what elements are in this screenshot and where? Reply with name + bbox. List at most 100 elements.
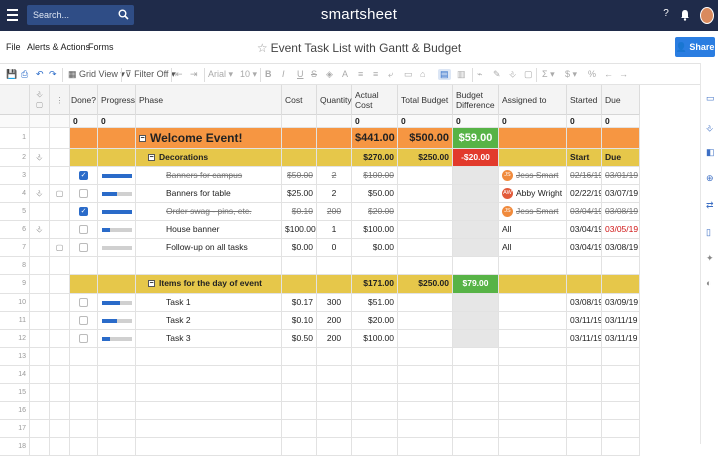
started-cell[interactable]: 03/04/19 (567, 203, 602, 221)
attachment-icon[interactable]: ⎀ (36, 189, 43, 198)
collapse-icon[interactable]: − (148, 154, 155, 162)
search-icon[interactable] (118, 9, 129, 20)
col-cost[interactable]: Cost (282, 85, 317, 115)
phase-cell[interactable]: Banners for campus (136, 167, 282, 185)
due-cell[interactable]: 03/11/19 (602, 330, 640, 348)
phase-cell[interactable]: Task 2 (136, 312, 282, 330)
phase-cell[interactable]: − Items for the day of event (136, 275, 282, 294)
assigned-cell[interactable]: AW Abby Wright (499, 185, 567, 203)
budget-difference-cell[interactable]: $59.00 (453, 128, 499, 149)
table-row[interactable]: 18 (0, 438, 640, 456)
align-center-icon[interactable]: ≡ (373, 69, 379, 79)
due-cell[interactable]: 03/07/19 (602, 185, 640, 203)
done-checkbox[interactable] (79, 316, 88, 326)
actual-cost-cell[interactable]: $51.00 (352, 294, 398, 312)
col-due[interactable]: Due (602, 85, 640, 115)
quantity-cell[interactable]: 2 (317, 167, 352, 185)
share-button[interactable]: 👤 Share (675, 37, 715, 57)
due-cell[interactable]: 03/11/19 (602, 312, 640, 330)
started-cell[interactable]: 03/11/19 (567, 330, 602, 348)
started-cell[interactable]: 03/08/19 (567, 294, 602, 312)
col-actual-cost[interactable]: Actual Cost (352, 85, 398, 115)
done-checkbox[interactable] (79, 189, 88, 199)
total-budget-cell[interactable]: $250.00 (398, 149, 453, 167)
proofs-icon[interactable]: ▯ (706, 227, 711, 237)
highlight-changes-icon[interactable]: ✎ (493, 69, 501, 79)
phase-cell[interactable]: Follow-up on all tasks (136, 239, 282, 257)
grid-view-dropdown[interactable]: ▦ Grid View ▾ (68, 69, 125, 79)
text-color-icon[interactable]: A (342, 69, 349, 79)
quantity-cell[interactable]: 2 (317, 185, 352, 203)
done-checkbox[interactable]: ✓ (79, 207, 88, 217)
quantity-cell[interactable]: 200 (317, 330, 352, 348)
phase-cell[interactable]: House banner (136, 221, 282, 239)
table-row[interactable]: 7 ▢ Follow-up on all tasks $0.00 0 $0.00… (0, 239, 640, 257)
table-row[interactable]: 10 Task 1 $0.17 300 $51.00 03/08/19 03/0… (0, 294, 640, 312)
conversations-icon[interactable]: ▭ (706, 93, 715, 103)
percent-button[interactable]: % (588, 69, 597, 79)
comment-icon[interactable]: ▢ (55, 243, 64, 252)
started-cell[interactable]: 03/04/19 (567, 239, 602, 257)
comment-icon[interactable]: ▢ (524, 69, 533, 79)
budget-difference-cell[interactable]: -$20.00 (453, 149, 499, 167)
quantity-cell[interactable]: 0 (317, 239, 352, 257)
attachment-icon[interactable]: ⎀ (36, 225, 43, 234)
align-left-icon[interactable]: ≡ (358, 69, 364, 79)
filter-dropdown[interactable]: ⊽ Filter Off ▾ (125, 69, 176, 79)
phase-cell[interactable]: Order swag - pins, etc. (136, 203, 282, 221)
total-budget-cell[interactable]: $500.00 (398, 128, 453, 149)
cost-cell[interactable]: $0.00 (282, 239, 317, 257)
table-row[interactable]: 11 Task 2 $0.10 200 $20.00 03/11/19 03/1… (0, 312, 640, 330)
strikethrough-button[interactable]: S (311, 69, 318, 79)
started-cell[interactable]: Start (567, 149, 602, 167)
progress-cell[interactable] (98, 221, 136, 239)
activity-log-icon[interactable]: ⇄ (706, 200, 714, 210)
started-cell[interactable]: 03/04/19 (567, 221, 602, 239)
due-cell[interactable]: Due (602, 149, 640, 167)
total-budget-cell[interactable]: $250.00 (398, 275, 453, 294)
actual-cost-cell[interactable]: $20.00 (352, 203, 398, 221)
due-cell[interactable]: 03/09/19 (602, 294, 640, 312)
highlight-icon[interactable]: ▭ (404, 69, 413, 79)
print-icon[interactable]: ⎙ (21, 69, 29, 79)
started-cell[interactable]: 02/22/19 (567, 185, 602, 203)
col-progress[interactable]: Progress (98, 85, 136, 115)
phase-cell[interactable]: Task 1 (136, 294, 282, 312)
currency-dropdown[interactable]: $ ▾ (565, 69, 578, 79)
attachment-icon[interactable]: ⎀ (509, 69, 517, 79)
col-done[interactable]: Done? (70, 85, 98, 115)
phase-cell[interactable]: Task 3 (136, 330, 282, 348)
table-row[interactable]: 4 ⎀ ▢ Banners for table $25.00 2 $50.00 … (0, 185, 640, 203)
assigned-cell[interactable]: All (499, 221, 567, 239)
cost-cell[interactable]: $100.00 (282, 221, 317, 239)
collapse-icon[interactable]: − (148, 280, 155, 288)
assigned-cell[interactable]: All (499, 239, 567, 257)
due-cell[interactable]: 03/08/19 (602, 203, 640, 221)
quantity-cell[interactable]: 300 (317, 294, 352, 312)
progress-cell[interactable] (98, 185, 136, 203)
cost-cell[interactable]: $0.17 (282, 294, 317, 312)
table-row[interactable]: 16 (0, 402, 640, 420)
sum-dropdown[interactable]: Σ ▾ (542, 69, 555, 79)
done-checkbox[interactable] (79, 298, 88, 308)
col-started[interactable]: Started (567, 85, 602, 115)
done-checkbox[interactable] (79, 243, 88, 253)
col-budget-difference[interactable]: Budget Difference (453, 85, 499, 115)
table-row[interactable]: 13 (0, 348, 640, 366)
phase-cell[interactable]: − Welcome Event! (136, 128, 282, 149)
actual-cost-cell[interactable]: $171.00 (352, 275, 398, 294)
col-phase[interactable]: Phase (136, 85, 282, 115)
file-menu[interactable]: File (6, 42, 21, 52)
font-dropdown[interactable]: Arial ▾ (208, 69, 234, 79)
quantity-cell[interactable]: 200 (317, 203, 352, 221)
conditional-format-icon[interactable]: ▥ (457, 69, 466, 79)
table-row[interactable]: 2 ⎀ − Decorations $270.00 $250.00 -$20.00… (0, 149, 640, 167)
table-row[interactable]: 9 − Items for the day of event $171.00 $2… (0, 275, 640, 294)
actual-cost-cell[interactable]: $441.00 (352, 128, 398, 149)
redo-icon[interactable]: ↷ (49, 69, 57, 79)
comment-icon[interactable]: ▢ (55, 189, 64, 198)
due-cell[interactable]: 03/08/19 (602, 239, 640, 257)
phase-cell[interactable]: − Decorations (136, 149, 282, 167)
bell-icon[interactable] (679, 9, 691, 21)
progress-cell[interactable] (98, 239, 136, 257)
